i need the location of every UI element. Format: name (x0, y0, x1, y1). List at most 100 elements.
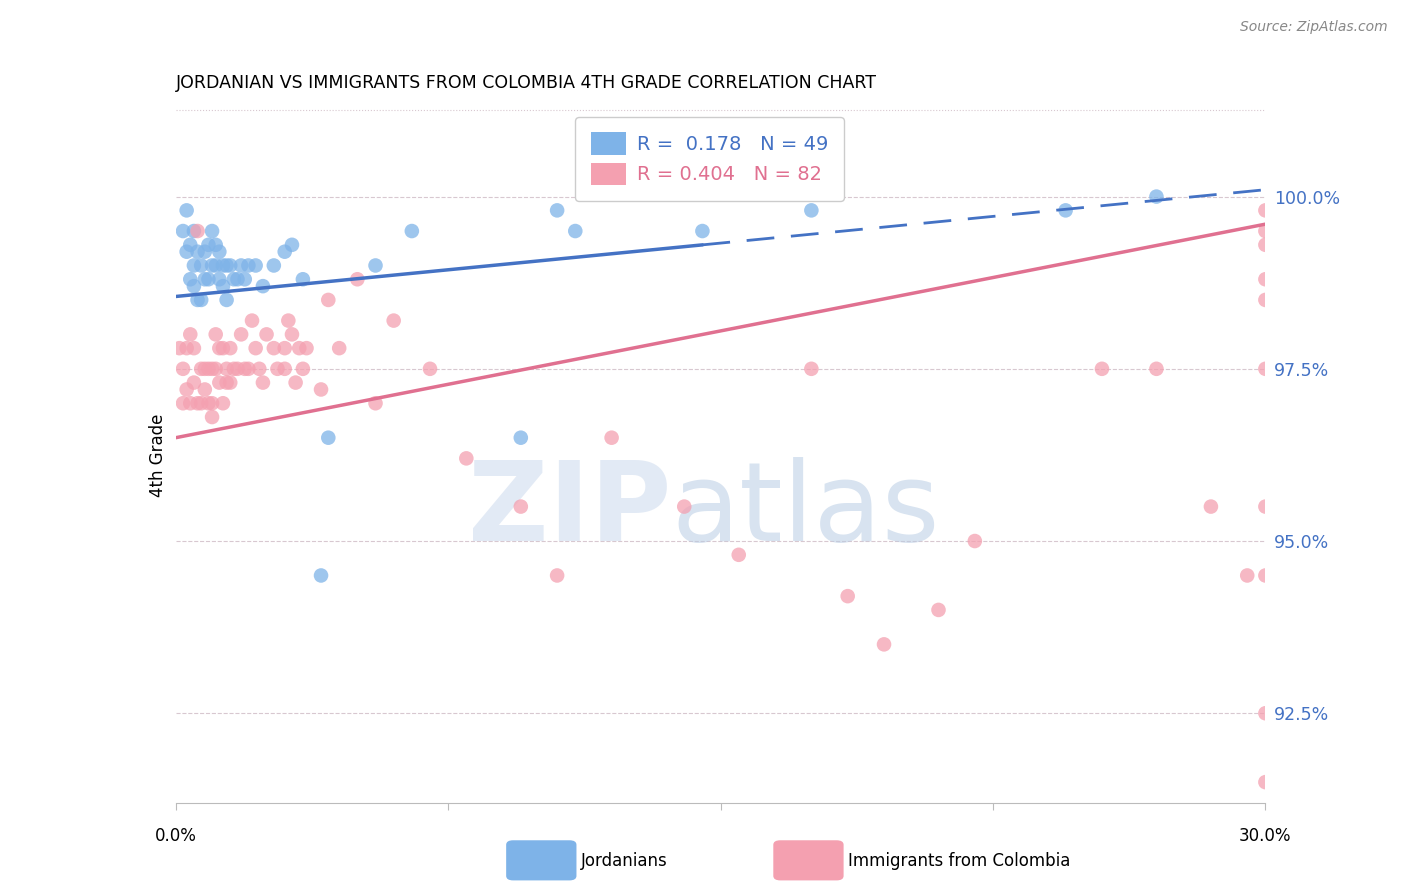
Point (233, 361, 256, 376)
Text: Immigrants from Colombia: Immigrants from Colombia (848, 852, 1070, 870)
Point (201, 259, 224, 273)
Point (1199, 500, 1222, 514)
Point (364, 396, 387, 410)
Point (169, 341, 191, 355)
Point (197, 272, 219, 286)
Point (176, 244, 198, 259)
Point (364, 259, 387, 273)
Point (1254, 568, 1277, 582)
Point (1146, 189, 1168, 203)
Point (190, 396, 212, 410)
Point (1254, 237, 1277, 252)
Point (186, 224, 209, 238)
Point (183, 279, 205, 293)
Point (800, 203, 823, 218)
Point (546, 568, 568, 582)
Text: 0.0%: 0.0% (155, 827, 197, 845)
Point (309, 383, 332, 397)
Point (281, 327, 304, 342)
Point (837, 589, 859, 603)
Point (274, 244, 297, 259)
Point (277, 313, 299, 327)
Point (183, 224, 205, 238)
Point (179, 396, 201, 410)
Point (204, 237, 226, 252)
Point (190, 259, 212, 273)
Point (190, 293, 212, 307)
Point (172, 361, 194, 376)
Point (194, 244, 217, 259)
Point (1254, 224, 1277, 238)
Point (208, 244, 231, 259)
Point (727, 548, 749, 562)
Point (800, 361, 823, 376)
Point (546, 203, 568, 218)
Point (215, 293, 238, 307)
Point (186, 244, 209, 259)
Point (266, 361, 288, 376)
Point (201, 224, 224, 238)
Point (197, 361, 219, 376)
Point (1254, 203, 1277, 218)
Point (215, 361, 238, 376)
Text: JORDANIAN VS IMMIGRANTS FROM COLOMBIA 4TH GRADE CORRELATION CHART: JORDANIAN VS IMMIGRANTS FROM COLOMBIA 4T… (176, 74, 877, 92)
Point (318, 431, 340, 445)
Point (208, 272, 231, 286)
Point (288, 341, 311, 355)
Text: Source: ZipAtlas.com: Source: ZipAtlas.com (1240, 20, 1388, 34)
Point (219, 341, 242, 355)
Point (208, 376, 231, 390)
Point (176, 341, 198, 355)
Point (194, 361, 217, 376)
Point (231, 327, 253, 342)
Point (1254, 706, 1277, 721)
Point (247, 361, 270, 376)
Point (673, 500, 696, 514)
Point (1254, 361, 1277, 376)
Point (284, 376, 307, 390)
Point (245, 341, 267, 355)
Point (231, 259, 253, 273)
Point (172, 224, 194, 238)
Point (291, 361, 314, 376)
Point (295, 341, 318, 355)
Point (274, 341, 297, 355)
Point (419, 361, 441, 376)
Point (252, 279, 274, 293)
Point (1254, 272, 1277, 286)
Point (1091, 361, 1114, 376)
Point (179, 272, 201, 286)
Point (509, 431, 531, 445)
Point (222, 272, 245, 286)
Point (509, 500, 531, 514)
Point (215, 259, 238, 273)
Point (256, 327, 278, 342)
Point (197, 396, 219, 410)
Point (197, 237, 219, 252)
Y-axis label: 4th Grade: 4th Grade (149, 413, 167, 497)
Point (318, 293, 340, 307)
Point (212, 259, 235, 273)
Point (215, 376, 238, 390)
Point (179, 237, 201, 252)
Point (564, 224, 586, 238)
Point (263, 341, 285, 355)
Point (328, 341, 350, 355)
Point (1254, 775, 1277, 789)
Point (309, 568, 332, 582)
Point (274, 361, 297, 376)
Legend: R =  0.178   N = 49, R = 0.404   N = 82: R = 0.178 N = 49, R = 0.404 N = 82 (575, 117, 844, 201)
Point (212, 341, 235, 355)
Point (176, 383, 198, 397)
Point (600, 431, 623, 445)
Point (194, 383, 217, 397)
Point (263, 259, 285, 273)
Point (401, 224, 423, 238)
Point (963, 534, 986, 549)
Point (183, 259, 205, 273)
Text: Jordanians: Jordanians (581, 852, 668, 870)
Point (219, 259, 242, 273)
Point (245, 259, 267, 273)
Point (219, 376, 242, 390)
Point (186, 293, 209, 307)
